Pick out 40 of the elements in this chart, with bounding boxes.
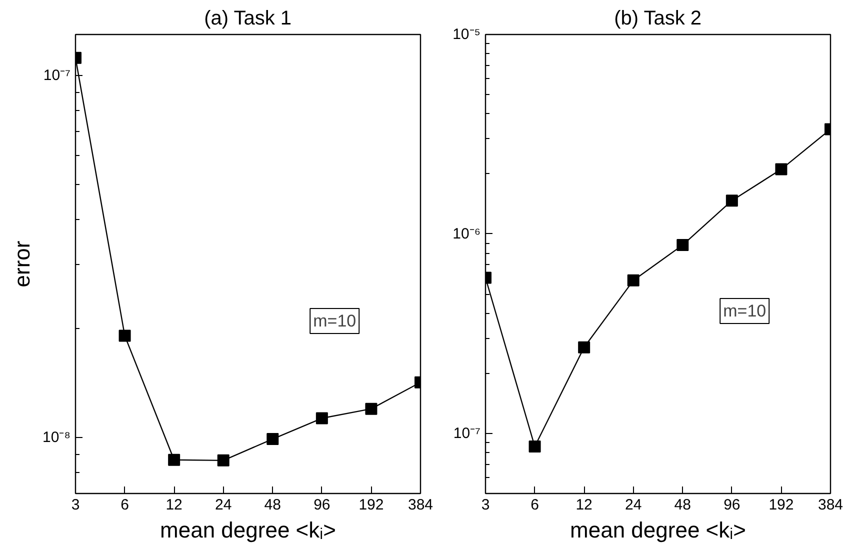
y-tick-label: 10⁻⁷ [453, 424, 481, 442]
x-tick-label: 12 [166, 496, 182, 514]
x-tick-label: 192 [768, 496, 794, 514]
point [726, 194, 738, 207]
x-tick-label: 3 [71, 496, 80, 514]
point [168, 454, 180, 466]
x-tick-label: 3 [481, 496, 490, 514]
y-tick-label: 10⁻⁵ [452, 26, 481, 43]
point [217, 454, 230, 466]
x-axis-title: mean degree <kᵢ> [570, 518, 746, 542]
y-axis-title: error [9, 240, 34, 288]
x-tick-label: 24 [625, 496, 642, 514]
x-axis-title: mean degree <kᵢ> [160, 518, 336, 542]
point [627, 274, 640, 286]
x-tick-label: 96 [314, 496, 330, 514]
y-tick-label: 10⁻⁷ [43, 67, 71, 84]
x-tick-label: 24 [215, 496, 232, 514]
point [118, 330, 131, 342]
x-tick-label: 384 [818, 496, 844, 514]
point [578, 341, 590, 354]
annotation: m=10 [313, 312, 356, 330]
x-tick-label: 384 [408, 496, 434, 514]
point [266, 433, 279, 446]
point [528, 440, 541, 453]
point [775, 163, 788, 176]
point [365, 402, 378, 415]
x-tick-label: 48 [674, 496, 691, 514]
annotation: m=10 [723, 302, 766, 320]
y-tick-label: 10⁻⁸ [42, 428, 71, 446]
x-tick-label: 192 [358, 496, 384, 514]
x-tick-label: 6 [120, 496, 129, 514]
x-tick-label: 12 [576, 496, 592, 514]
point [316, 412, 328, 424]
point [676, 239, 689, 252]
x-tick-label: 6 [530, 496, 539, 514]
chart-title: (a) Task 1 [204, 8, 292, 30]
y-tick-label: 10⁻⁶ [452, 225, 480, 242]
chart-title: (b) Task 2 [614, 8, 702, 30]
x-tick-label: 96 [724, 496, 740, 514]
x-tick-label: 48 [264, 496, 281, 514]
